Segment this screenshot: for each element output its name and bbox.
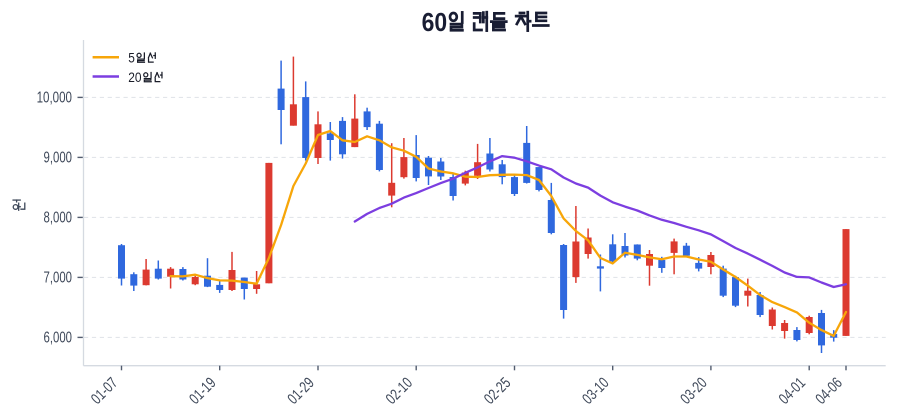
svg-text:20: 20 <box>128 70 141 85</box>
svg-text:9,000: 9,000 <box>44 150 73 167</box>
svg-text:5: 5 <box>128 50 135 65</box>
svg-text:8,000: 8,000 <box>44 210 73 227</box>
svg-text:10,000: 10,000 <box>37 90 73 107</box>
svg-text:6,000: 6,000 <box>44 330 73 347</box>
svg-text:60: 60 <box>422 7 448 37</box>
svg-text:7,000: 7,000 <box>44 270 73 287</box>
